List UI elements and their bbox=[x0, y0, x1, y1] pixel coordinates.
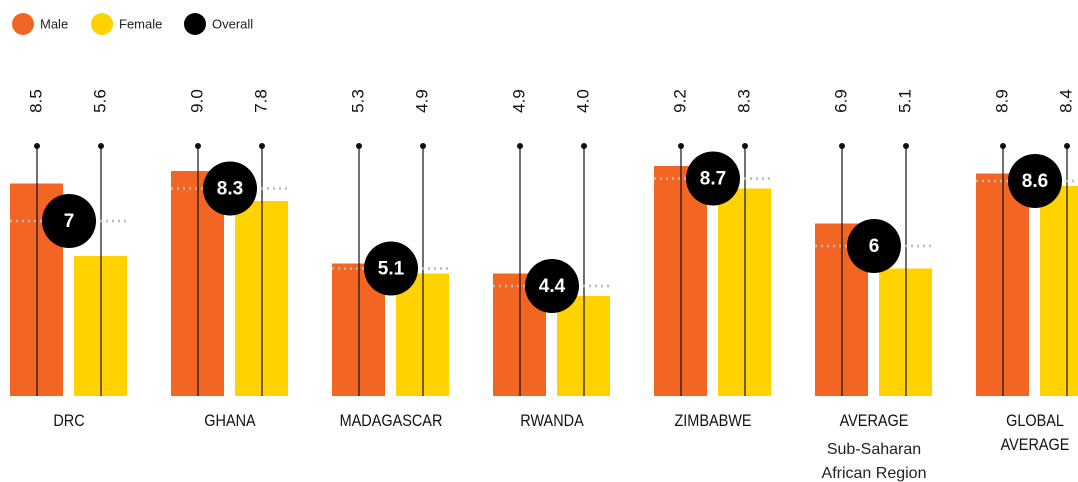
stem-dot bbox=[356, 143, 362, 149]
category-sublabel: Sub-Saharan African Region bbox=[821, 441, 927, 482]
value-label: 8.9 bbox=[992, 89, 1011, 113]
stem-dot bbox=[742, 143, 748, 149]
overall-label: 8.3 bbox=[217, 179, 243, 200]
value-label: 8.4 bbox=[1056, 89, 1075, 113]
legend-label: Male bbox=[40, 16, 68, 31]
stem-dot bbox=[517, 143, 523, 149]
stem-dot bbox=[420, 143, 426, 149]
overall-marker bbox=[525, 259, 579, 313]
overall-marker bbox=[847, 219, 901, 273]
stem-dot bbox=[98, 143, 104, 149]
stem-dot bbox=[678, 143, 684, 149]
bar bbox=[1040, 186, 1078, 396]
value-label: 5.1 bbox=[895, 89, 914, 113]
overall-marker bbox=[1008, 154, 1062, 208]
stem-dot bbox=[581, 143, 587, 149]
category-label: ZIMBABWE bbox=[674, 411, 752, 430]
overall-label: 6 bbox=[869, 236, 880, 257]
overall-marker bbox=[686, 151, 740, 206]
value-label: 7.8 bbox=[251, 89, 270, 113]
stem-dot bbox=[1000, 143, 1006, 149]
value-label: 9.0 bbox=[187, 89, 206, 113]
legend-swatch bbox=[91, 13, 113, 35]
category-label: GLOBAL AVERAGE bbox=[1000, 411, 1070, 454]
overall-label: 4.4 bbox=[539, 276, 566, 297]
value-label: 8.5 bbox=[26, 89, 45, 113]
value-label: 6.9 bbox=[831, 89, 850, 113]
category-label: AVERAGE bbox=[839, 411, 909, 430]
value-label: 4.0 bbox=[573, 89, 592, 113]
value-label: 8.3 bbox=[734, 89, 753, 113]
legend-swatch bbox=[184, 13, 206, 35]
overall-label: 8.7 bbox=[700, 169, 726, 190]
overall-label: 5.1 bbox=[378, 259, 405, 280]
overall-label: 7 bbox=[64, 211, 75, 232]
stem-dot bbox=[903, 143, 909, 149]
value-label: 9.2 bbox=[670, 89, 689, 113]
stem-dot bbox=[195, 143, 201, 149]
legend-label: Female bbox=[119, 16, 162, 31]
stem-dot bbox=[839, 143, 845, 149]
value-label: 4.9 bbox=[509, 89, 528, 113]
category-label: RWANDA bbox=[520, 411, 584, 430]
stem-dot bbox=[1064, 143, 1070, 149]
stem-dot bbox=[34, 143, 40, 149]
value-label: 5.3 bbox=[348, 89, 367, 113]
overall-marker bbox=[203, 161, 257, 216]
legend-label: Overall bbox=[212, 16, 253, 31]
value-label: 4.9 bbox=[412, 89, 431, 113]
value-label: 5.6 bbox=[90, 89, 109, 113]
overall-marker bbox=[364, 241, 418, 296]
overall-label: 8.6 bbox=[1022, 171, 1048, 192]
stem-dot bbox=[259, 143, 265, 149]
legend-swatch bbox=[12, 13, 34, 35]
category-label: GHANA bbox=[204, 411, 256, 430]
category-label: DRC bbox=[53, 411, 85, 430]
overall-marker bbox=[42, 194, 96, 248]
category-label: MADAGASCAR bbox=[339, 411, 443, 430]
